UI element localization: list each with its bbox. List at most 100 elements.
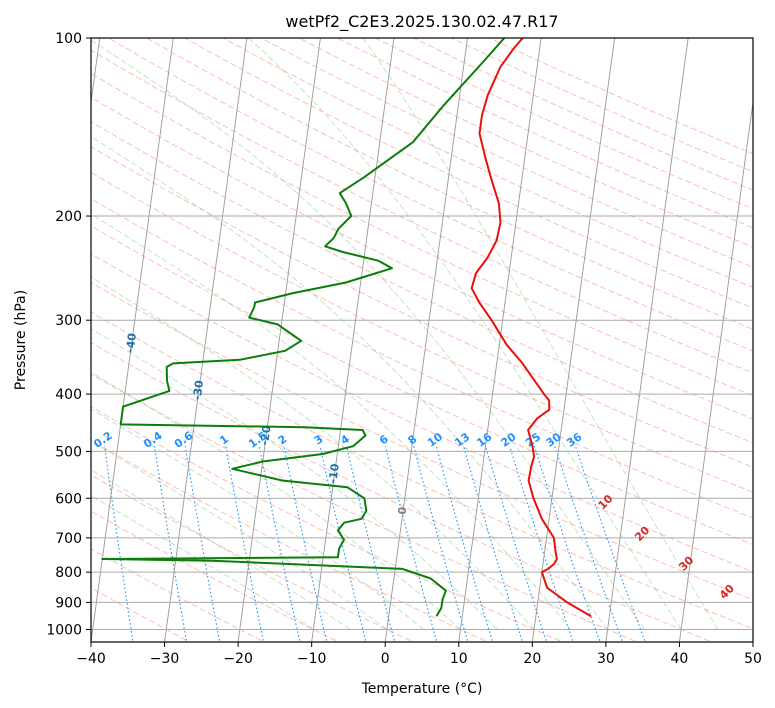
y-tick-label: 1000 [46,622,82,638]
moist-adiabat-label: 40 [717,582,737,602]
mixing-ratio-label: 2 [276,432,290,447]
x-tick-label: −10 [297,651,327,667]
moist-adiabat [91,408,425,630]
dry-adiabat [91,96,753,420]
mixing-ratio-label: 0.4 [141,429,165,451]
mixing-ratio-label: 3 [312,432,326,447]
y-tick-label: 200 [55,209,82,225]
y-tick-label: 600 [55,491,82,507]
x-tick-label: −40 [76,651,106,667]
isotherm-line [752,638,753,642]
mixing-ratio-line [435,446,494,642]
dry-adiabat [91,281,753,601]
isotherm-line [91,38,174,642]
x-tick-label: −30 [150,651,180,667]
y-tick-label: 900 [55,595,82,611]
x-tick-label: 30 [597,651,615,667]
isotherm-label: -30 [191,379,207,401]
dry-adiabat [91,198,753,519]
moist-adiabat [91,469,351,630]
x-tick-label: 40 [671,651,689,667]
isotherm-label: 0 [396,506,410,516]
dry-adiabat [91,373,639,642]
x-tick-label: 50 [744,651,762,667]
y-tick-label: 800 [55,565,82,581]
x-axis-label: Temperature (°C) [361,681,483,697]
plot-frame [90,37,754,643]
background-line-labels: -100-90-80-70-60-50-40-30-20-1000.10.20.… [0,227,737,602]
dry-adiabat [222,38,753,288]
mixing-ratio-line [413,446,469,642]
y-tick-label: 300 [55,313,82,329]
mixing-ratio-line [225,446,265,642]
mixing-ratio-label: 8 [406,432,420,447]
y-tick-label: 400 [55,387,82,403]
temperature-profile-line [470,38,592,618]
mixing-ratio-label: 6 [377,432,391,447]
mixing-ratio-line [463,446,524,642]
dry-adiabat [91,72,753,397]
dewpoint-profile-line [101,38,506,617]
moist-adiabat-label: 30 [676,553,696,573]
mixing-ratio-line [384,446,438,642]
mixing-ratio-label: 13 [452,430,472,449]
isotherm-label: -40 [123,332,139,354]
mixing-ratio-line [509,446,574,642]
dry-adiabat [91,253,753,573]
isotherm-line [384,38,468,642]
isotherm-label: -20 [258,424,274,446]
x-tick-label: −20 [223,651,253,667]
mixing-ratio-label: 0.2 [91,429,114,451]
x-tick-label: 0 [381,651,390,667]
y-tick-label: 500 [55,444,82,460]
y-axis-label: Pressure (hPa) [13,290,29,390]
mixing-ratio-line [258,446,301,642]
mixing-ratio-line [319,446,367,642]
isotherm-label: -60 [0,227,6,249]
moist-adiabat [91,440,388,630]
moist-adiabat [91,39,645,630]
x-axis: −40 −30 −20 −10 0 10 20 30 40 50 [76,642,762,667]
y-tick-label: 700 [55,531,82,547]
moist-adiabat [91,213,572,630]
plot-area: -100-90-80-70-60-50-40-30-20-1000.10.20.… [0,38,753,642]
moist-adiabats [91,38,719,630]
profile-series [101,38,592,618]
isotherm-line [311,38,395,642]
dry-adiabat [108,38,753,352]
mixing-ratio-line [104,446,134,642]
isotherm-line [237,38,321,642]
dry-adiabat [91,146,753,468]
dry-adiabat [91,439,490,642]
isotherm-label: -10 [326,462,342,484]
isotherm-line [91,38,101,106]
moist-adiabat [248,38,682,630]
isotherm-line [531,38,616,642]
isotherm-line [458,38,542,642]
moist-adiabat [91,276,535,630]
isotherm-line [164,38,248,642]
chart-title: wetPf2_C2E3.2025.130.02.47.R17 [285,12,558,32]
mixing-ratio-line [346,446,396,642]
dry-adiabat [146,38,753,330]
dry-adiabats [91,38,753,642]
moist-adiabat [91,495,314,630]
mixing-ratio-label: 0.6 [172,429,196,451]
mixing-ratio-label: 4 [338,432,352,447]
x-tick-label: 10 [450,651,468,667]
dry-adiabat [91,121,753,444]
x-tick-label: 20 [523,651,541,667]
isotherm-line [605,38,689,642]
moist-adiabat-label: 10 [596,492,616,512]
mixing-ratio-line [533,446,601,642]
mixing-ratio-label: 36 [564,430,584,450]
dry-adiabat [91,225,753,546]
dry-adiabat [91,171,753,493]
moist-adiabat-label: 20 [632,524,652,544]
mixing-ratio-label: 10 [425,430,445,450]
mixing-ratio-label: 20 [499,430,519,450]
isotherm-line [678,98,753,642]
isotherms [91,38,753,642]
y-tick-label: 100 [55,31,82,47]
